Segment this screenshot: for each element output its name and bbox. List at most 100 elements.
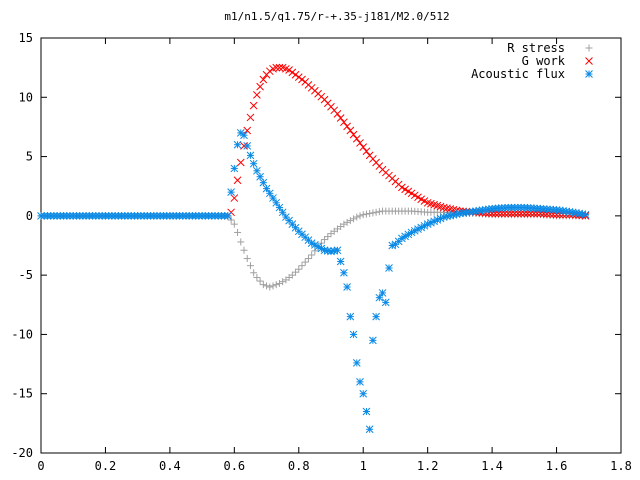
data-point (285, 66, 293, 74)
data-point (369, 336, 377, 345)
data-point-interp (350, 215, 358, 223)
data-point-interp (265, 189, 274, 198)
data-point (230, 164, 239, 173)
data-point-interp (304, 255, 312, 263)
x-tick-label: 0.8 (288, 459, 310, 473)
legend-marker (585, 44, 593, 52)
data-point-interp (227, 216, 235, 224)
data-point-interp (578, 210, 587, 218)
data-point-interp (324, 233, 332, 241)
data-point (253, 91, 261, 99)
data-point (230, 194, 239, 202)
data-point-interp (517, 209, 525, 218)
data-point (359, 211, 367, 219)
data-point (359, 389, 368, 398)
data-point (266, 283, 274, 291)
data-point (340, 268, 348, 277)
data-point-interp (336, 114, 345, 122)
data-point (385, 264, 393, 272)
data-point (504, 209, 513, 218)
data-point (233, 140, 242, 149)
y-tick-label: 0 (26, 209, 33, 223)
data-point (246, 113, 255, 122)
data-point (250, 269, 258, 277)
data-point (308, 251, 316, 259)
data-point-interp (446, 205, 455, 213)
data-point (294, 73, 303, 81)
data-point (352, 359, 361, 367)
data-point (352, 134, 361, 143)
data-point-interp (349, 130, 358, 139)
data-point (349, 330, 358, 339)
data-point (246, 151, 255, 160)
data-point (343, 283, 351, 291)
data-point (353, 213, 361, 221)
data-point-interp (369, 209, 377, 217)
data-point (340, 220, 348, 228)
data-point-interp (501, 209, 509, 218)
data-point-interp (526, 209, 535, 218)
data-point (249, 101, 258, 110)
data-point-interp (292, 268, 300, 276)
data-point (230, 220, 238, 228)
data-point (362, 407, 371, 416)
data-point (243, 255, 251, 263)
x-tick-label: 1.8 (610, 459, 632, 473)
data-point-interp (259, 178, 268, 187)
data-point (288, 68, 297, 77)
data-point (262, 184, 271, 193)
data-point-interp (311, 247, 319, 255)
x-tick-label: 1.4 (481, 459, 503, 473)
data-point (372, 208, 380, 216)
y-tick-label: -5 (19, 268, 33, 282)
data-point (346, 217, 354, 225)
data-point (356, 378, 364, 386)
data-point (249, 159, 258, 168)
data-point-interp (362, 210, 370, 218)
data-point (288, 271, 296, 279)
data-point (321, 236, 329, 244)
data-point (581, 210, 590, 219)
data-point-interp (343, 122, 351, 131)
legend-label: G work (522, 54, 566, 68)
data-point-interp (278, 208, 287, 217)
x-tick-label: 0.4 (159, 459, 181, 473)
data-point (227, 188, 235, 196)
data-point (365, 425, 374, 434)
data-point-interp (362, 147, 371, 156)
legend-label: Acoustic flux (471, 67, 565, 81)
data-point (256, 277, 264, 285)
data-point (269, 282, 277, 290)
data-point (234, 228, 242, 236)
y-axis: 15 10 5 0 -5 -10 -15 -20 (11, 31, 621, 460)
data-point-interp (356, 139, 364, 147)
plot-area (40, 37, 622, 454)
series-layer (37, 63, 590, 434)
x-tick-label: 1 (360, 459, 367, 473)
data-point (378, 289, 387, 297)
data-point-interp (272, 198, 281, 207)
data-point (346, 126, 355, 135)
data-point (275, 279, 283, 287)
data-point (243, 142, 252, 150)
y-tick-label: -20 (11, 446, 33, 460)
data-point-interp (510, 209, 519, 218)
chart-title: m1/n1.5/q1.75/r-+.35-j181/M2.0/512 (224, 10, 449, 23)
data-point (359, 143, 368, 151)
data-point (240, 246, 248, 254)
y-tick-label: 15 (19, 31, 33, 45)
data-point (253, 166, 261, 175)
data-point (224, 212, 232, 220)
data-point (333, 246, 342, 255)
data-point (340, 118, 348, 127)
data-point (366, 209, 374, 217)
legend-marker (585, 70, 593, 78)
data-point (256, 82, 264, 91)
data-point-interp (443, 204, 451, 213)
data-point (381, 298, 390, 307)
data-point-interp (356, 212, 364, 220)
data-point-interp (291, 70, 300, 79)
data-point-interp (507, 209, 516, 218)
